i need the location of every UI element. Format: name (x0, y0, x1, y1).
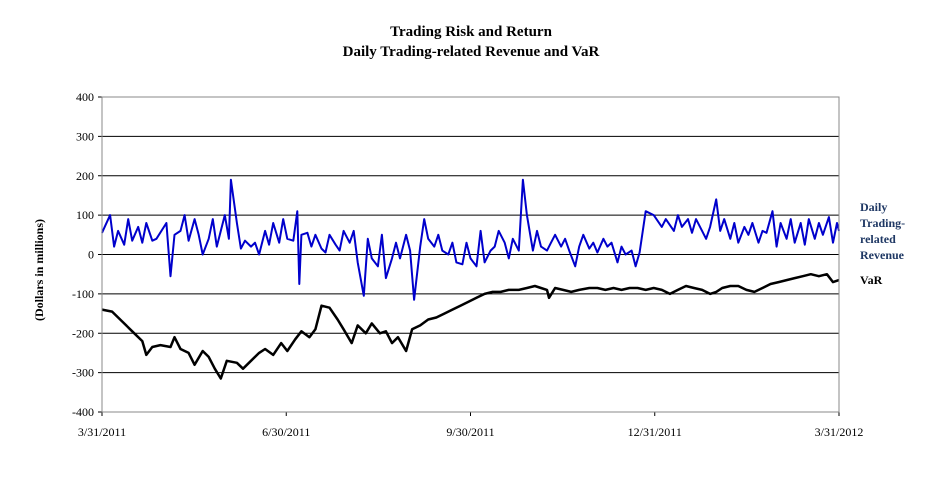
y-tick-label: 200 (76, 169, 94, 183)
plot-area-border (101, 96, 840, 413)
series-labels: Daily Trading-related Revenue VaR (860, 200, 905, 287)
series-label-daily-trading-related-revenue: related (860, 232, 896, 246)
y-tick-label: -300 (72, 366, 94, 380)
series-label-var: VaR (860, 273, 883, 287)
x-tick-label: 12/31/2011 (628, 425, 682, 439)
y-tick-label: -100 (72, 287, 94, 301)
y-tick-label: 300 (76, 129, 94, 143)
x-tick-label: 6/30/2011 (262, 425, 310, 439)
series-label-daily-trading-related-revenue: Trading- (860, 216, 905, 230)
x-axis-ticks: 3/31/2011 6/30/2011 9/30/2011 12/31/2011 3/3… (78, 412, 863, 439)
y-tick-label: 400 (76, 90, 94, 104)
y-tick-label: 0 (88, 248, 94, 262)
y-axis-label: (Dollars in millions) (32, 219, 46, 321)
chart-title-line2: Daily Trading-related Revenue and VaR (343, 44, 600, 60)
y-tick-label: 100 (76, 208, 94, 222)
series-label-daily-trading-related-revenue: Daily (860, 200, 887, 214)
x-tick-label: 3/31/2011 (78, 425, 126, 439)
series-label-daily-trading-related-revenue: Revenue (860, 248, 905, 262)
y-tick-label: -200 (72, 326, 94, 340)
x-tick-label: 3/31/2012 (815, 425, 864, 439)
y-axis-ticks: 400 300 200 100 0 -100 -200 -300 -400 (72, 90, 102, 419)
chart-title-line1: Trading Risk and Return (390, 24, 553, 40)
y-tick-label: -400 (72, 405, 94, 419)
series-line-var (101, 272, 840, 380)
series-lines (101, 178, 840, 380)
x-tick-label: 9/30/2011 (446, 425, 494, 439)
series-line-daily-trading-related-revenue (101, 178, 840, 301)
